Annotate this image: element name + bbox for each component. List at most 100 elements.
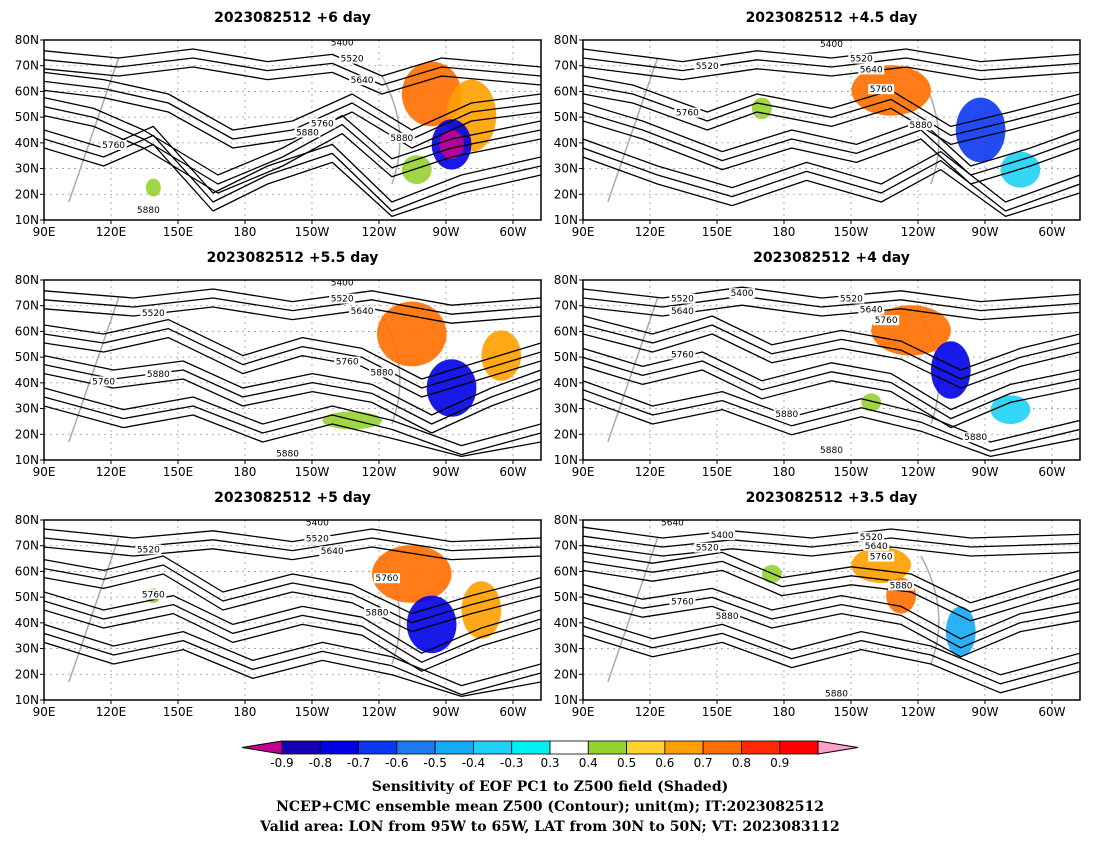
lon-tick-label: 150E [163, 225, 194, 239]
z500-contour [44, 96, 541, 176]
lon-tick-label: 180 [234, 705, 257, 719]
contour-label: 5760 [375, 574, 398, 584]
lon-tick-label: 120W [362, 225, 397, 239]
contour-label-bg [659, 520, 686, 528]
z500-contour [44, 48, 541, 77]
lat-tick-label: 40N [554, 376, 578, 390]
contour-label: 5640 [671, 307, 694, 317]
z500-contour [583, 75, 1080, 128]
z500-contour [583, 84, 1080, 137]
lon-tick-label: 90E [33, 225, 56, 239]
lon-tick-label: 90W [432, 225, 459, 239]
colorbar-label: -0.7 [347, 756, 370, 770]
contour-label-bg [145, 369, 172, 380]
lat-tick-label: 20N [554, 427, 578, 441]
contour-label-bg [669, 349, 696, 360]
contour-label-bg [669, 306, 696, 317]
z500-contour [44, 405, 541, 458]
z500-contour [583, 634, 1080, 694]
panel-title: 2023082512 +5.5 day [207, 250, 379, 266]
z500-contour [44, 327, 541, 389]
z500-contour [583, 324, 1080, 380]
colorbar-box [358, 740, 398, 755]
contour-label-bg [709, 530, 736, 540]
lat-tick-label: 30N [15, 402, 39, 416]
z500-contour [583, 389, 1080, 452]
z500-contour [44, 143, 541, 218]
z500-contour [583, 569, 1080, 622]
sensitivity-shading [955, 97, 1006, 163]
z500-contour [583, 560, 1080, 613]
z500-contour [583, 295, 1080, 312]
panel-title: 2023082512 +3.5 day [746, 490, 918, 506]
contour-label: 5880 [910, 121, 933, 131]
colorbar-box [626, 740, 666, 755]
sensitivity-shading [406, 595, 457, 654]
contour-label: 5880 [820, 446, 843, 456]
lon-tick-label: 90E [33, 465, 56, 479]
z500-contour [583, 625, 1080, 685]
contour-label: 5640 [860, 305, 883, 315]
contour-label: 5520 [860, 533, 883, 543]
contour-label-bg [888, 580, 915, 591]
lat-tick-label: 70N [15, 539, 39, 553]
lat-tick-label: 30N [554, 402, 578, 416]
lat-tick-label: 70N [554, 539, 578, 553]
z500-contour [44, 546, 541, 561]
z500-contour [583, 535, 1080, 548]
z500-contour [44, 555, 541, 615]
contour-label: 5400 [711, 531, 734, 541]
contour-label: 5880 [890, 581, 913, 591]
contour-label: 5880 [775, 410, 798, 420]
contour-label: 5880 [137, 206, 160, 216]
panel-title: 2023082512 +4 day [753, 250, 910, 266]
lon-tick-label: 90W [971, 225, 998, 239]
contour-label-bg [339, 53, 366, 64]
lat-tick-label: 60N [15, 564, 39, 578]
contour-label-bg [863, 540, 890, 551]
lon-tick-label: 180 [234, 225, 257, 239]
contour-label-bg [823, 688, 850, 699]
contour-label: 5520 [696, 62, 719, 72]
lon-tick-label: 60W [1038, 225, 1065, 239]
colorbar-label: 0.4 [579, 756, 598, 770]
caption-line2: NCEP+CMC ensemble mean Z500 (Contour); u… [276, 799, 824, 815]
lat-tick-label: 80N [15, 513, 39, 527]
contour-label-bg [858, 304, 885, 315]
map-content: 5400 5520 5640 5520 5760 5760 5880 [44, 520, 541, 700]
lon-tick-label: 90E [572, 465, 595, 479]
contour-label-bg [334, 356, 361, 367]
lat-tick-label: 50N [15, 110, 39, 124]
contour-label-bg [773, 408, 800, 419]
lat-tick-label: 50N [554, 350, 578, 364]
lat-tick-label: 80N [554, 33, 578, 47]
colorbar-box [281, 740, 321, 755]
sensitivity-shading [990, 395, 1031, 424]
lon-tick-label: 120E [635, 225, 666, 239]
colorbar-box [549, 740, 589, 755]
colorbar-label: 0.8 [732, 756, 751, 770]
lat-tick-label: 80N [15, 273, 39, 287]
lat-tick-label: 10N [554, 213, 578, 227]
z500-contour [44, 564, 541, 624]
contour-label: 5760 [92, 377, 115, 387]
colorbar-label: -0.5 [423, 756, 446, 770]
z500-contour [44, 372, 541, 434]
lon-tick-label: 120E [635, 465, 666, 479]
z500-contour [583, 111, 1080, 176]
contour-label-bg [714, 611, 741, 621]
lat-tick-label: 20N [15, 427, 39, 441]
panel-frame [43, 39, 542, 221]
contour-label: 5880 [296, 128, 319, 138]
lon-tick-label: 90E [572, 705, 595, 719]
z500-contour [44, 396, 541, 456]
lat-tick-label: 30N [554, 642, 578, 656]
z500-contour [583, 365, 1080, 429]
lon-tick-label: 120E [635, 705, 666, 719]
contour-label-bg [135, 204, 162, 215]
lat-tick-label: 60N [15, 324, 39, 338]
z500-contour [583, 102, 1080, 167]
z500-contour [44, 288, 541, 306]
z500-contour [44, 600, 541, 663]
colorbar-label: 0.6 [655, 756, 674, 770]
